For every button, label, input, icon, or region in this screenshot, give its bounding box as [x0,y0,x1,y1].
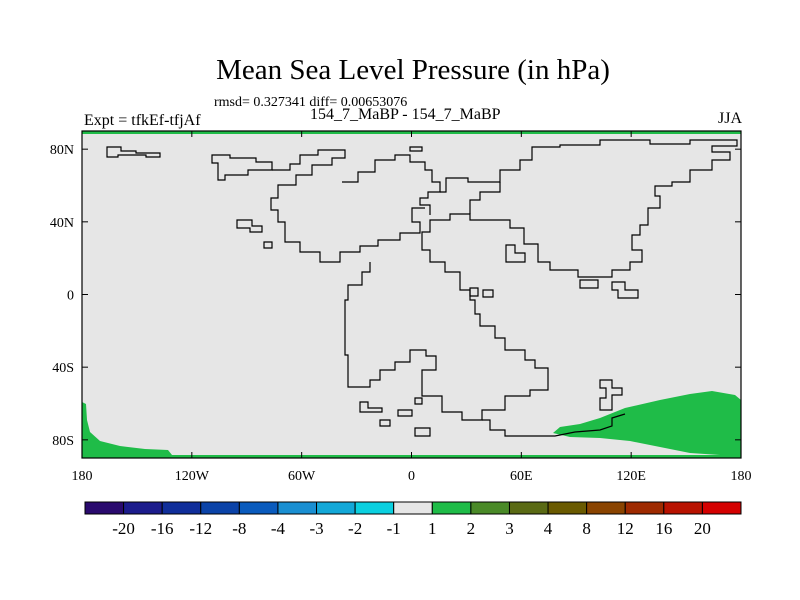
colorbar-label: -8 [232,519,246,538]
colorbar-swatch [161,501,202,515]
x-tick-label: 0 [408,469,415,484]
experiment-label: Expt = tfkEf-tfjAf [84,112,201,129]
y-tick-label: 40S [52,361,74,376]
y-axis: 80N 40N 0 40S 80S [50,143,741,449]
x-axis: 180 120W 60W 0 60E 120E 180 [72,131,752,484]
colorbar: -20 -16 -12 -8 -4 -3 -2 -1 1 2 3 4 8 12 16 20 [84,501,742,538]
colorbar-label: -12 [189,519,212,538]
colorbar-swatch [316,501,356,515]
y-tick-label: 40N [50,216,74,231]
colorbar-swatch [238,501,279,515]
x-tick-label: 120W [175,469,210,484]
colorbar-label: 2 [467,519,476,538]
colorbar-swatch [431,501,472,515]
colorbar-swatch [547,501,588,515]
x-tick-label: 120E [616,469,646,484]
colorbar-label: -20 [112,519,135,538]
colorbar-label: -2 [348,519,362,538]
colorbar-swatch [701,501,742,515]
colorbar-label: -3 [309,519,323,538]
colorbar-label: 4 [544,519,553,538]
y-tick-label: 80S [52,434,74,449]
antarctic-fill-west [82,402,172,455]
coastlines [106,139,738,437]
colorbar-swatch [123,501,163,515]
x-tick-label: 180 [72,469,93,484]
x-tick-label: 60W [288,469,316,484]
colorbar-swatch [470,501,510,515]
colorbar-label: 20 [694,519,711,538]
antarctic-fill-east [553,391,741,455]
season-label: JJA [717,110,742,127]
colorbar-label: 12 [617,519,634,538]
colorbar-label: 8 [582,519,591,538]
colorbar-swatch [663,501,703,515]
colorbar-swatch [277,501,318,515]
stats-label: rmsd= 0.327341 diff= 0.00653076 [214,95,408,110]
colorbar-swatch [200,501,240,515]
y-tick-label: 0 [67,289,74,304]
colorbar-label: -16 [151,519,174,538]
colorbar-swatch [354,501,395,515]
colorbar-label: -1 [387,519,401,538]
colorbar-label: -4 [271,519,286,538]
colorbar-swatch [84,501,125,515]
colorbar-swatch [624,501,665,515]
x-tick-label: 180 [731,469,752,484]
colorbar-swatch [586,501,626,515]
center-label: 154_7_MaBP - 154_7_MaBP [310,106,501,123]
colorbar-swatch [393,501,433,515]
colorbar-label: 3 [505,519,514,538]
colorbar-label: 1 [428,519,437,538]
colorbar-label: 16 [655,519,672,538]
x-tick-label: 60E [510,469,533,484]
colorbar-swatch [508,501,549,515]
chart-title: Mean Sea Level Pressure (in hPa) [216,54,610,86]
y-tick-label: 80N [50,143,74,158]
plot-background [82,131,741,458]
